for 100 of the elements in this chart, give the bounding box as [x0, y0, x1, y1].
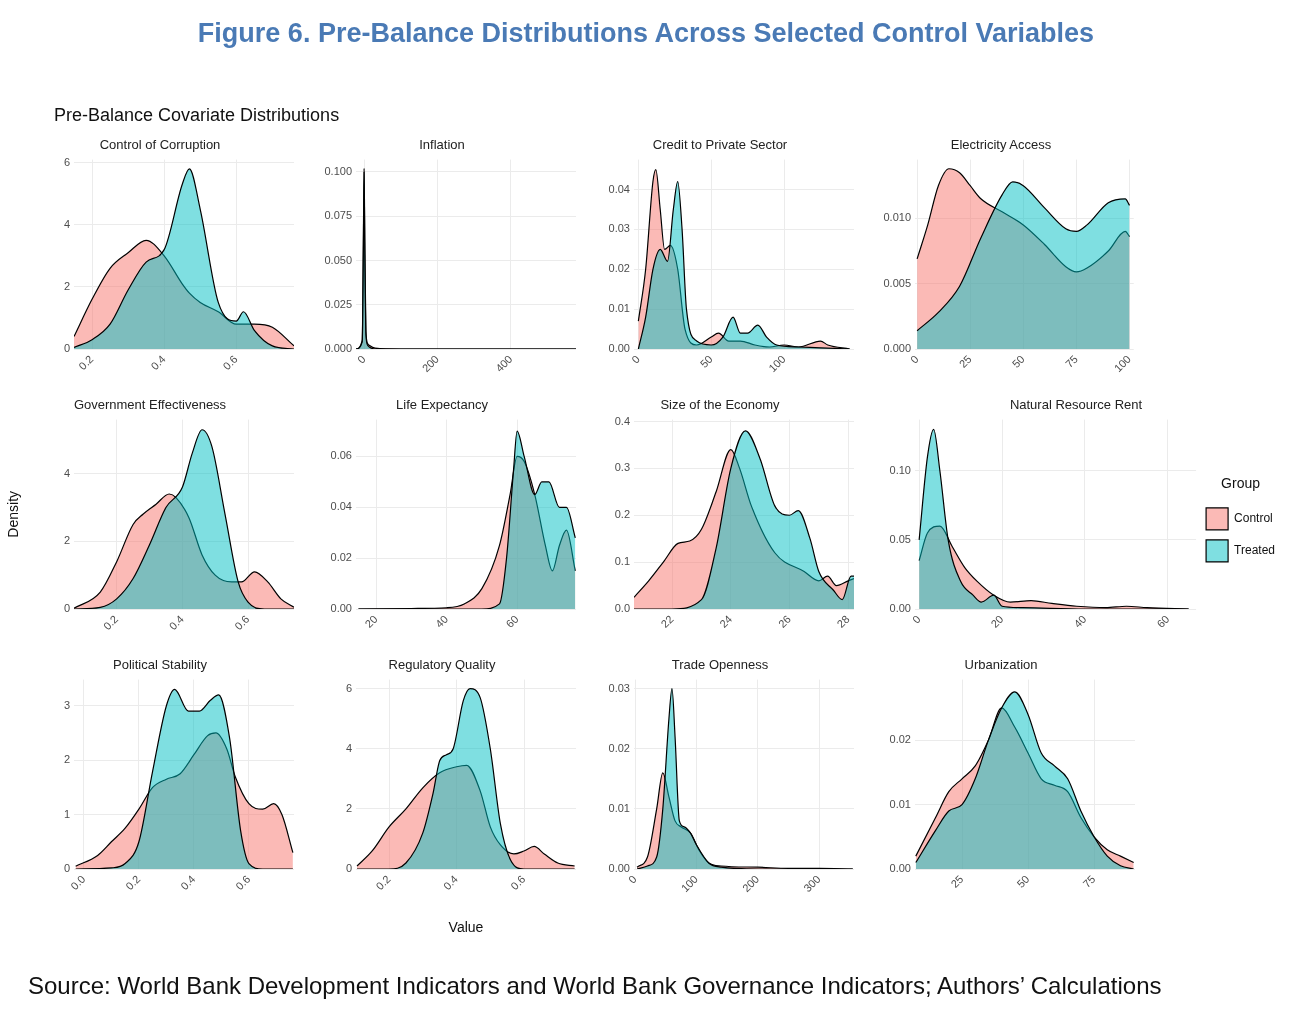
y-tick-label: 0.000	[883, 342, 911, 355]
y-tick-label: 0	[63, 602, 70, 615]
chart-title: Trade Openness	[671, 657, 769, 673]
y-tick-label: 4	[63, 466, 70, 479]
y-tick-label: 0.06	[330, 449, 352, 462]
x-tick-label: 200	[419, 352, 442, 375]
x-tick-label: 0.4	[178, 872, 198, 893]
y-tick-label: 0.2	[614, 508, 630, 521]
chart-title: Political Stability	[113, 657, 208, 673]
chart-title: Life Expectancy	[396, 397, 489, 413]
x-tick-label: 28	[834, 612, 852, 630]
y-tick-label: 0.04	[330, 500, 352, 513]
x-tick-label: 400	[493, 352, 515, 375]
y-tick-label: 2	[63, 753, 70, 766]
y-tick-label: 6	[345, 681, 352, 694]
y-tick-label: 2	[345, 801, 352, 814]
y-tick-label: 0.03	[608, 681, 630, 694]
y-tick-label: 0.025	[324, 297, 352, 310]
x-tick-label: 0.4	[148, 352, 168, 373]
chart-title: Inflation	[419, 137, 465, 153]
y-tick-label: 0	[345, 862, 352, 875]
y-tick-label: 0.1	[614, 555, 630, 568]
x-axis-title: Value	[448, 919, 484, 936]
y-tick-label: 0.10	[889, 463, 911, 476]
x-tick-label: 100	[766, 352, 788, 375]
y-tick-label: 3	[63, 698, 70, 711]
x-tick-label: 0.2	[100, 612, 121, 633]
y-tick-label: 0.03	[608, 222, 630, 235]
chart-title: Control of Corruption	[99, 137, 221, 153]
y-tick-label: 4	[345, 741, 352, 754]
y-tick-label: 0.02	[330, 551, 352, 564]
x-tick-label: 25	[948, 872, 966, 890]
y-tick-label: 0.00	[608, 342, 630, 355]
x-tick-label: 0.4	[440, 872, 461, 893]
x-tick-label: 50	[1009, 352, 1027, 370]
y-tick-label: 1	[63, 807, 70, 820]
x-tick-label: 0	[354, 352, 368, 366]
y-tick-label: 2	[63, 534, 70, 547]
chart-title: Natural Resource Rent	[1009, 397, 1143, 413]
y-tick-label: 0.01	[608, 801, 630, 814]
y-tick-label: 0.005	[883, 276, 911, 289]
x-tick-label: 20	[362, 612, 380, 630]
y-tick-label: 0.00	[889, 602, 911, 615]
chart-title: Urbanization	[964, 657, 1038, 673]
y-tick-label: 0.00	[889, 862, 911, 875]
x-tick-label: 0.6	[220, 352, 240, 373]
y-tick-label: 0.00	[608, 862, 630, 875]
y-tick-label: 0.02	[608, 741, 630, 754]
y-tick-label: 0.3	[614, 461, 630, 474]
x-tick-label: 0	[907, 352, 921, 366]
x-tick-label: 200	[739, 872, 762, 895]
y-tick-label: 0.0	[614, 602, 630, 615]
x-tick-label: 0.6	[508, 872, 528, 893]
y-tick-label: 0.00	[330, 602, 352, 615]
x-tick-label: 75	[1080, 872, 1098, 890]
x-tick-label: 20	[988, 612, 1006, 630]
x-tick-label: 0.4	[166, 612, 186, 633]
y-tick-label: 6	[63, 155, 70, 168]
x-tick-label: 100	[1111, 352, 1134, 375]
y-tick-label: 0.02	[608, 262, 630, 275]
x-tick-label: 60	[1154, 612, 1172, 630]
chart-title: Electricity Access	[950, 137, 1052, 153]
y-tick-label: 0.04	[608, 182, 630, 195]
x-tick-label: 0	[625, 872, 639, 886]
y-tick-label: 0.075	[324, 209, 352, 222]
y-tick-label: 0	[63, 342, 70, 355]
legend-label: Treated	[1234, 543, 1276, 558]
chart-title: Size of the Economy	[660, 397, 781, 413]
x-tick-label: 0	[909, 612, 923, 626]
x-tick-label: 25	[956, 352, 974, 370]
y-axis-title: Density	[5, 490, 22, 538]
y-tick-label: 0.01	[608, 302, 630, 315]
y-tick-label: 0	[63, 862, 70, 875]
x-tick-label: 75	[1062, 352, 1080, 370]
legend-title: Group	[1221, 474, 1261, 491]
y-tick-label: 0.000	[324, 342, 352, 355]
y-tick-label: 2	[63, 279, 70, 292]
x-tick-label: 50	[697, 352, 715, 370]
x-tick-label: 0	[629, 352, 642, 366]
chart-title: Regulatory Quality	[388, 657, 496, 673]
x-tick-label: 24	[717, 612, 735, 630]
x-tick-label: 100	[678, 872, 701, 895]
x-tick-label: 40	[1071, 612, 1089, 630]
x-tick-label: 300	[801, 872, 823, 895]
y-tick-label: 0.4	[614, 414, 630, 427]
legend-label: Control	[1234, 511, 1273, 526]
x-tick-label: 0.2	[123, 872, 143, 893]
y-tick-label: 0.05	[889, 532, 911, 545]
y-tick-label: 0.01	[889, 797, 911, 810]
y-tick-label: 0.100	[324, 165, 352, 178]
text: Pre-Balance Covariate Distributions	[54, 105, 340, 126]
x-tick-label: 60	[503, 612, 521, 630]
chart-title: Credit to Private Sector	[652, 137, 788, 153]
chart-title: Government Effectiveness	[73, 397, 227, 413]
caption: Figure 6. Pre-Balance Distributions Across Selected Control Variables	[196, 18, 1096, 49]
x-tick-label: 50	[1014, 872, 1032, 890]
x-tick-label: 0.6	[233, 872, 253, 893]
y-tick-label: 4	[63, 217, 70, 230]
x-tick-label: 0.2	[76, 352, 96, 373]
y-tick-label: 0.010	[883, 211, 911, 224]
